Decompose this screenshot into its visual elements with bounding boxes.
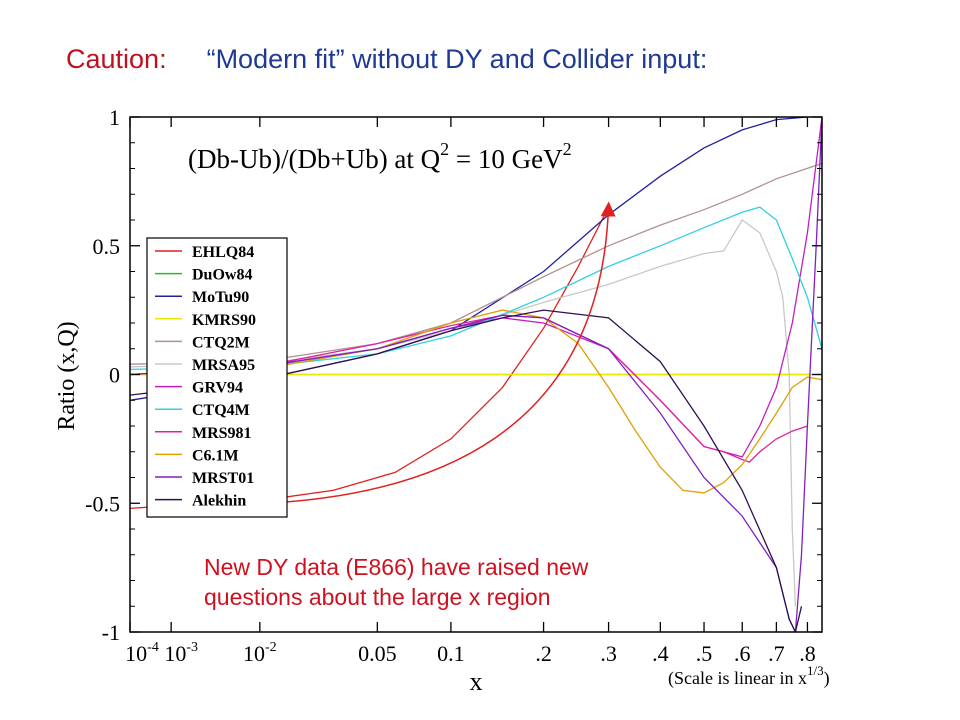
legend-label: EHLQ84 (192, 244, 254, 261)
y-tick: -1 (102, 620, 822, 645)
y-tick-label: -1 (102, 620, 120, 645)
legend-label: KMRS90 (192, 312, 256, 329)
y-tick-label: 0 (109, 363, 120, 388)
slide-title: Caution: “Modern fit” without DY and Coll… (66, 44, 707, 75)
legend-label: Alekhin (192, 493, 246, 510)
chart-title-base: (Db-Ub)/(Db+Ub) at Q (188, 144, 441, 174)
x-tick: .4 (652, 117, 669, 666)
x-tick-label: 10-4 (125, 640, 159, 666)
x-tick-label: 0.05 (358, 641, 397, 666)
legend-item: Alekhin (155, 493, 246, 510)
tick-layer: 1 0.5 0 -0.5 -110-4 10-3 10-2 0.05 0.1 .2 .3 .4 .5 .6… (85, 105, 822, 666)
legend-item: CTQ2M (155, 334, 250, 351)
x-tick-label: 10-2 (243, 640, 277, 666)
legend-item: KMRS90 (155, 312, 256, 329)
x-tick: 0.1 (437, 117, 465, 666)
x-tick: 0.05 (358, 117, 397, 666)
legend-label: MoTu90 (192, 289, 249, 306)
x-scale-note-base: (Scale is linear in x (668, 668, 807, 689)
legend-label: CTQ4M (192, 402, 250, 419)
legend-item: GRV94 (155, 380, 243, 397)
y-tick-label: 0.5 (93, 234, 121, 259)
legend-item: EHLQ84 (155, 244, 254, 261)
chart-title-mid: = 10 GeV (449, 144, 563, 174)
y-tick-label: -0.5 (85, 491, 120, 516)
legend-item: MoTu90 (155, 289, 249, 306)
x-tick-label: .3 (600, 641, 617, 666)
x-tick-label: 0.1 (437, 641, 465, 666)
x-tick-label: .8 (799, 641, 816, 666)
series-line-alekhin (130, 309, 803, 632)
x-tick: 10-2 (243, 117, 277, 666)
x-tick: .2 (535, 117, 552, 666)
legend-item: C6.1M (155, 447, 239, 464)
x-tick-label: .5 (696, 641, 713, 666)
annotation-line-1: New DY data (E866) have raised new (204, 554, 589, 580)
caution-label: Caution: (66, 44, 167, 74)
legend-box (146, 237, 288, 518)
y-tick: 0.5 (93, 234, 822, 259)
series-line-mrsa95 (130, 219, 797, 607)
x-tick: .6 (734, 117, 751, 666)
legend-item: DuOw84 (155, 267, 252, 284)
y-tick: -0.5 (85, 491, 822, 516)
x-axis-label: x (470, 667, 483, 696)
x-tick-label: 10-3 (164, 640, 198, 666)
x-tick-label: .2 (535, 641, 552, 666)
y-tick-label: 1 (109, 105, 120, 130)
legend: EHLQ84 DuOw84 MoTu90 KMRS90 CTQ2M MRSA95 GRV94… (146, 237, 288, 518)
y-tick: 0 (109, 363, 822, 388)
legend-item: MRST01 (155, 470, 254, 487)
x-tick: .7 (768, 117, 785, 666)
series-line-ctq4m (130, 206, 822, 371)
legend-label: MRS981 (192, 425, 252, 442)
chart-title-sup2: 2 (563, 139, 572, 159)
legend-item: MRS981 (155, 425, 252, 442)
x-scale-note-end: ) (824, 668, 830, 689)
chart-title: (Db-Ub)/(Db+Ub) at Q2 = 10 GeV2 (188, 139, 572, 174)
x-tick: 10-4 (125, 117, 159, 666)
x-tick: .8 (799, 117, 816, 666)
legend-item: CTQ4M (155, 402, 250, 419)
series-line-ctq2m (130, 162, 822, 365)
legend-label: DuOw84 (192, 267, 252, 284)
legend-label: MRSA95 (192, 357, 255, 374)
x-scale-note-sup: 1/3 (807, 663, 824, 678)
x-tick-label: .7 (768, 641, 785, 666)
x-tick: .3 (600, 117, 617, 666)
slide-heading: “Modern fit” without DY and Collider inp… (206, 44, 708, 74)
series-line-mrst01 (130, 117, 822, 632)
x-tick-label: .4 (652, 641, 669, 666)
annotation-line-2: questions about the large x region (204, 584, 551, 610)
annotation: New DY data (E866) have raised new questi… (204, 554, 589, 610)
legend-label: C6.1M (192, 447, 239, 464)
x-tick: .5 (696, 117, 713, 666)
legend-label: MRST01 (192, 470, 254, 487)
chart-title-sup1: 2 (440, 139, 449, 159)
series-line-mrs981 (130, 314, 808, 463)
x-tick: 10-3 (164, 117, 198, 666)
x-scale-note: (Scale is linear in x1/3) (668, 663, 830, 689)
y-axis-label: Ratio (x,Q) (54, 321, 80, 430)
legend-item: MRSA95 (155, 357, 255, 374)
legend-label: CTQ2M (192, 334, 250, 351)
legend-label: GRV94 (192, 380, 243, 397)
x-tick-label: .6 (734, 641, 751, 666)
series-line-c6-1m (130, 309, 822, 494)
y-tick: 1 (109, 105, 822, 130)
